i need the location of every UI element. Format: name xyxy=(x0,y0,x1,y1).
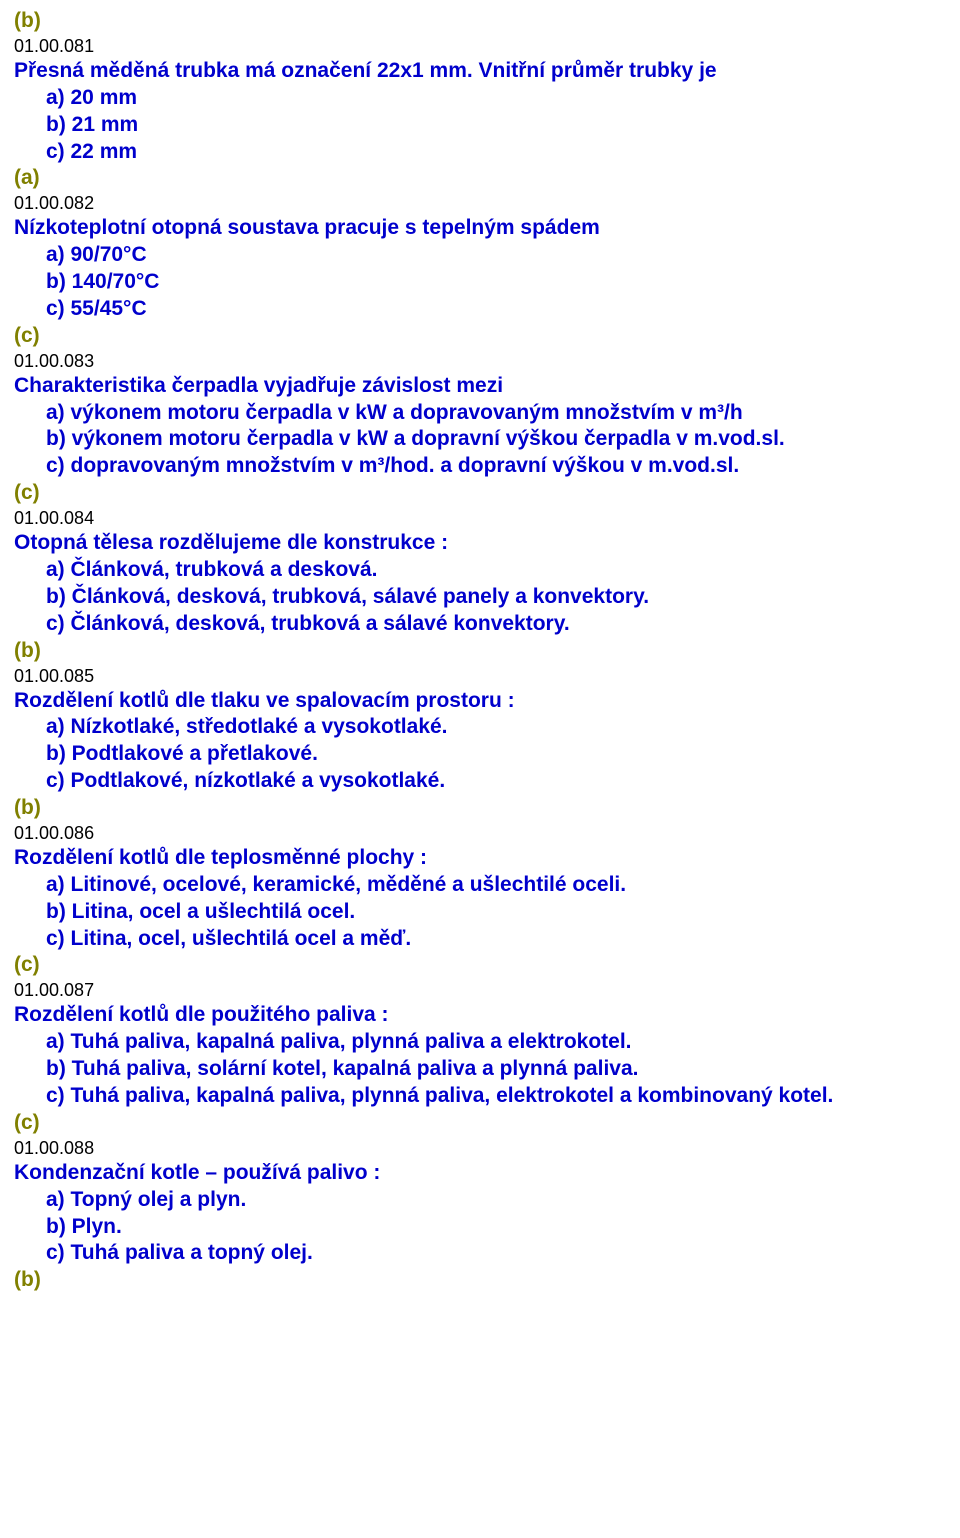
option-text: a) Tuhá paliva, kapalná paliva, plynná p… xyxy=(14,1029,946,1056)
option-text: b) výkonem motoru čerpadla v kW a doprav… xyxy=(14,426,946,453)
question-text: Přesná měděná trubka má označení 22x1 mm… xyxy=(14,58,946,85)
option-text: a) 20 mm xyxy=(14,85,946,112)
question-text: Rozdělení kotlů dle tlaku ve spalovacím … xyxy=(14,688,946,715)
question-text: Nízkoteplotní otopná soustava pracuje s … xyxy=(14,215,946,242)
question-number: 01.00.084 xyxy=(14,507,946,530)
option-text: b) 21 mm xyxy=(14,112,946,139)
question-text: Rozdělení kotlů dle použitého paliva : xyxy=(14,1002,946,1029)
option-text: a) Nízkotlaké, středotlaké a vysokotlaké… xyxy=(14,714,946,741)
answer-key: (b) xyxy=(14,8,946,35)
option-text: c) dopravovaným množstvím v m³/hod. a do… xyxy=(14,453,946,480)
answer-key: (b) xyxy=(14,1267,946,1294)
option-text: c) Tuhá paliva, kapalná paliva, plynná p… xyxy=(14,1083,946,1110)
answer-key: (c) xyxy=(14,323,946,350)
option-text: b) Podtlakové a přetlakové. xyxy=(14,741,946,768)
question-number: 01.00.086 xyxy=(14,822,946,845)
option-text: b) Tuhá paliva, solární kotel, kapalná p… xyxy=(14,1056,946,1083)
option-text: c) Litina, ocel, ušlechtilá ocel a měď. xyxy=(14,926,946,953)
question-number: 01.00.087 xyxy=(14,979,946,1002)
answer-key: (c) xyxy=(14,480,946,507)
option-text: a) 90/70°C xyxy=(14,242,946,269)
question-number: 01.00.082 xyxy=(14,192,946,215)
question-text: Charakteristika čerpadla vyjadřuje závis… xyxy=(14,373,946,400)
question-number: 01.00.088 xyxy=(14,1137,946,1160)
option-text: b) Litina, ocel a ušlechtilá ocel. xyxy=(14,899,946,926)
option-text: a) Článková, trubková a desková. xyxy=(14,557,946,584)
option-text: c) Podtlakové, nízkotlaké a vysokotlaké. xyxy=(14,768,946,795)
option-text: b) Článková, desková, trubková, sálavé p… xyxy=(14,584,946,611)
question-text: Otopná tělesa rozdělujeme dle konstrukce… xyxy=(14,530,946,557)
answer-key: (c) xyxy=(14,1110,946,1137)
question-number: 01.00.081 xyxy=(14,35,946,58)
option-text: c) Tuhá paliva a topný olej. xyxy=(14,1240,946,1267)
answer-key: (b) xyxy=(14,638,946,665)
option-text: c) Článková, desková, trubková a sálavé … xyxy=(14,611,946,638)
document-body: (b)01.00.081Přesná měděná trubka má ozna… xyxy=(14,8,946,1294)
option-text: a) výkonem motoru čerpadla v kW a doprav… xyxy=(14,400,946,427)
option-text: a) Litinové, ocelové, keramické, měděné … xyxy=(14,872,946,899)
option-text: b) Plyn. xyxy=(14,1214,946,1241)
option-text: c) 55/45°C xyxy=(14,296,946,323)
question-number: 01.00.085 xyxy=(14,665,946,688)
question-text: Kondenzační kotle – používá palivo : xyxy=(14,1160,946,1187)
option-text: b) 140/70°C xyxy=(14,269,946,296)
option-text: c) 22 mm xyxy=(14,139,946,166)
answer-key: (a) xyxy=(14,165,946,192)
answer-key: (b) xyxy=(14,795,946,822)
option-text: a) Topný olej a plyn. xyxy=(14,1187,946,1214)
answer-key: (c) xyxy=(14,952,946,979)
question-number: 01.00.083 xyxy=(14,350,946,373)
question-text: Rozdělení kotlů dle teplosměnné plochy : xyxy=(14,845,946,872)
